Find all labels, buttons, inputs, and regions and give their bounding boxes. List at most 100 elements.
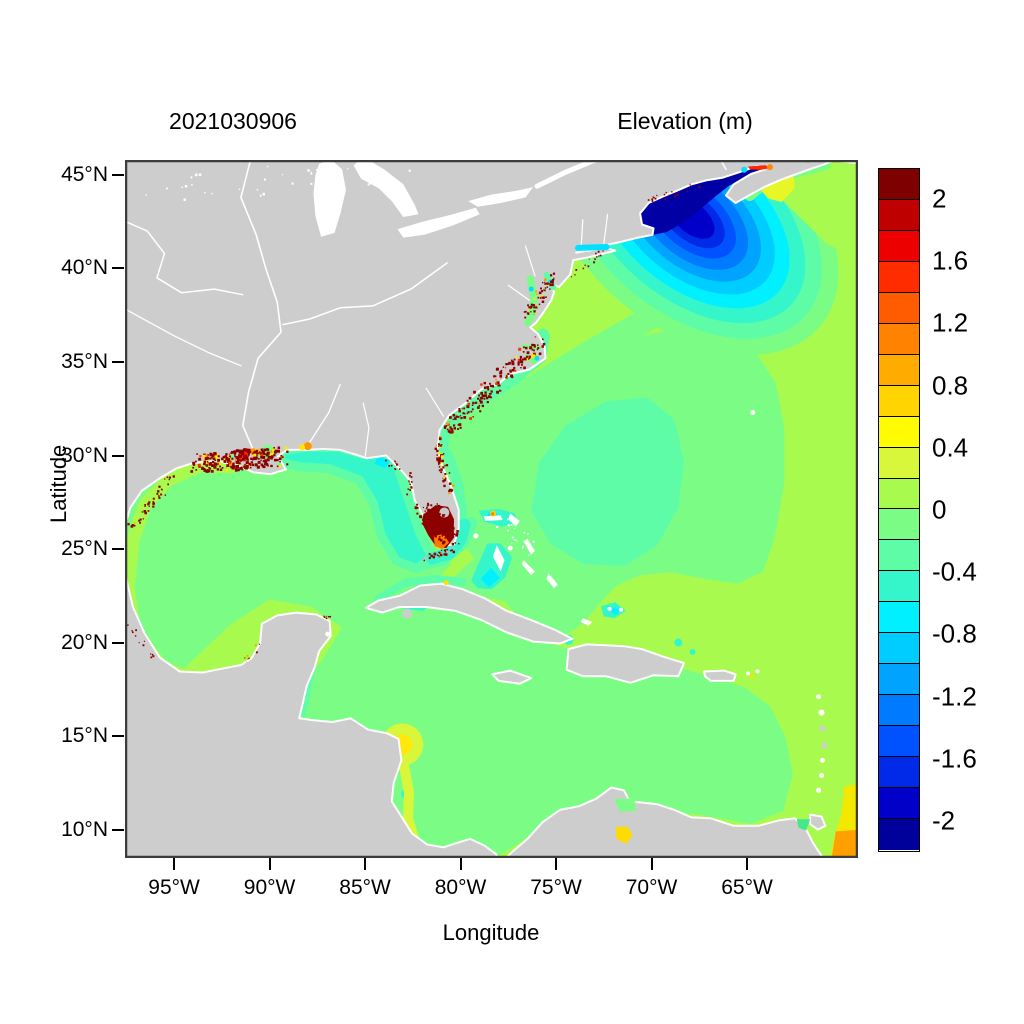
pamlico-cyan: [534, 355, 540, 361]
y-axis-tick: [112, 173, 124, 176]
colorbar-segment: [879, 323, 919, 355]
y-axis-tick: [112, 548, 124, 551]
louisiana-marsh-speckles: [190, 446, 289, 473]
map-canvas: [125, 160, 858, 858]
island-long-island-bahamas: [546, 573, 558, 589]
colorbar-title: Elevation (m): [617, 108, 753, 134]
apalachicola-river: [362, 402, 370, 458]
susquehanna-river: [524, 245, 536, 277]
south-florida-halo-speckles: [414, 502, 460, 552]
x-tick-label: 80°W: [434, 876, 487, 899]
island-inagua: [580, 618, 593, 626]
island-bermuda: [750, 409, 756, 415]
lake-maracaibo-yellow: [616, 826, 633, 844]
island-cuba: [365, 582, 574, 645]
run-timestamp-title: 2021030906: [169, 108, 297, 134]
island-eleuthera: [523, 538, 535, 555]
long-island-sound-cyan: [575, 244, 610, 251]
x-tick-label: 85°W: [339, 876, 391, 899]
island-isle-of-youth: [402, 608, 413, 619]
x-axis-tick: [459, 858, 462, 870]
gulf-venezuela-green: [614, 798, 637, 812]
new-jersey-speckles: [570, 250, 604, 278]
arkansas-river: [125, 308, 242, 367]
y-axis-tick: [112, 735, 124, 738]
colorbar-segment: [879, 788, 919, 820]
x-axis-tick: [173, 858, 176, 870]
colorbar-segment: [879, 664, 919, 696]
colorbar-segment: [879, 602, 919, 634]
y-axis-tick: [112, 641, 124, 644]
savannah-river: [425, 387, 444, 417]
colorbar-segment: [879, 169, 919, 200]
cuba-north-mint-band: [374, 574, 467, 603]
land-south-america: [504, 786, 824, 858]
colorbar-tick-label: -2: [932, 805, 956, 836]
colorbar-tick-label: -0.8: [932, 618, 977, 649]
virgin-islands-1: [745, 671, 750, 676]
island-cozumel: [325, 631, 331, 637]
island-abaco: [508, 513, 520, 527]
x-tick-label: 75°W: [530, 876, 582, 899]
colorbar-tick-label: 0: [932, 494, 947, 525]
chesapeake-cyan-1: [528, 286, 534, 292]
apalachee-cyan: [374, 456, 391, 468]
lake-erie: [397, 207, 480, 238]
big-bend-speckles: [385, 459, 401, 471]
campeche-speckles: [244, 643, 260, 663]
island-hispaniola: [565, 643, 685, 684]
ohio-river: [282, 262, 448, 326]
y-tick-label: 30°N: [61, 443, 108, 467]
lake-michigan: [313, 160, 346, 237]
colorbar-segment: [879, 571, 919, 603]
island-trinidad: [809, 813, 827, 831]
paria-green-triangle: [796, 819, 811, 831]
island-jamaica: [491, 669, 533, 685]
colorbar-segment: [879, 261, 919, 293]
mobile-orange: [303, 442, 312, 451]
gulf-caribbean-green: [125, 438, 793, 856]
y-axis-label: Latitude: [46, 444, 71, 523]
lake-huron: [353, 160, 419, 217]
west-gulf-speckles: [127, 475, 175, 528]
caicos-cyan-core: [611, 607, 619, 615]
atlantic-mint-blob: [531, 397, 684, 566]
colorbar-segment: [879, 478, 919, 510]
colorbar-segment: [879, 447, 919, 479]
chesapeake-speckles: [523, 272, 556, 319]
fundy-red-streak: [748, 165, 771, 170]
colorbar-tick-label: 0.8: [932, 370, 969, 401]
x-axis-tick: [268, 858, 271, 870]
gbb-cyan-core: [480, 567, 500, 588]
y-axis-tick: [112, 267, 124, 270]
island-andros: [493, 545, 505, 572]
colorbar-segment: [879, 726, 919, 758]
missouri-river: [125, 220, 244, 296]
y-tick-label: 40°N: [61, 256, 108, 280]
island-turks-1: [607, 606, 612, 611]
colorbar-segment: [879, 509, 919, 541]
antilles-3: [819, 725, 826, 732]
x-tick-label: 95°W: [148, 876, 200, 899]
lbb-orange-speck: [491, 512, 495, 516]
colorbar-segment: [879, 540, 919, 572]
florida-east-speckles: [434, 443, 455, 495]
gulf-of-maine-navy: [632, 165, 765, 236]
colorbar-segment: [879, 199, 919, 231]
anegada-yellow-spot: [749, 674, 754, 679]
island-turks-2: [618, 607, 623, 612]
colorbar-segment: [879, 292, 919, 324]
colorbar-tick-label: -1.2: [932, 681, 977, 712]
mississippi-river: [240, 160, 282, 449]
alabama-river: [309, 383, 341, 444]
colorbar-tick-label: 0.4: [932, 432, 969, 463]
plot-frame: [125, 160, 858, 858]
map-plot: [125, 160, 858, 858]
great-bahama-bank-turquoise: [471, 543, 513, 590]
mobile-yellow: [299, 444, 306, 451]
colorbar-segment: [879, 416, 919, 448]
cuba-north-yellow: [443, 580, 449, 586]
x-axis-tick: [555, 858, 558, 870]
y-tick-label: 25°N: [61, 537, 108, 561]
potomac-river: [507, 284, 530, 301]
